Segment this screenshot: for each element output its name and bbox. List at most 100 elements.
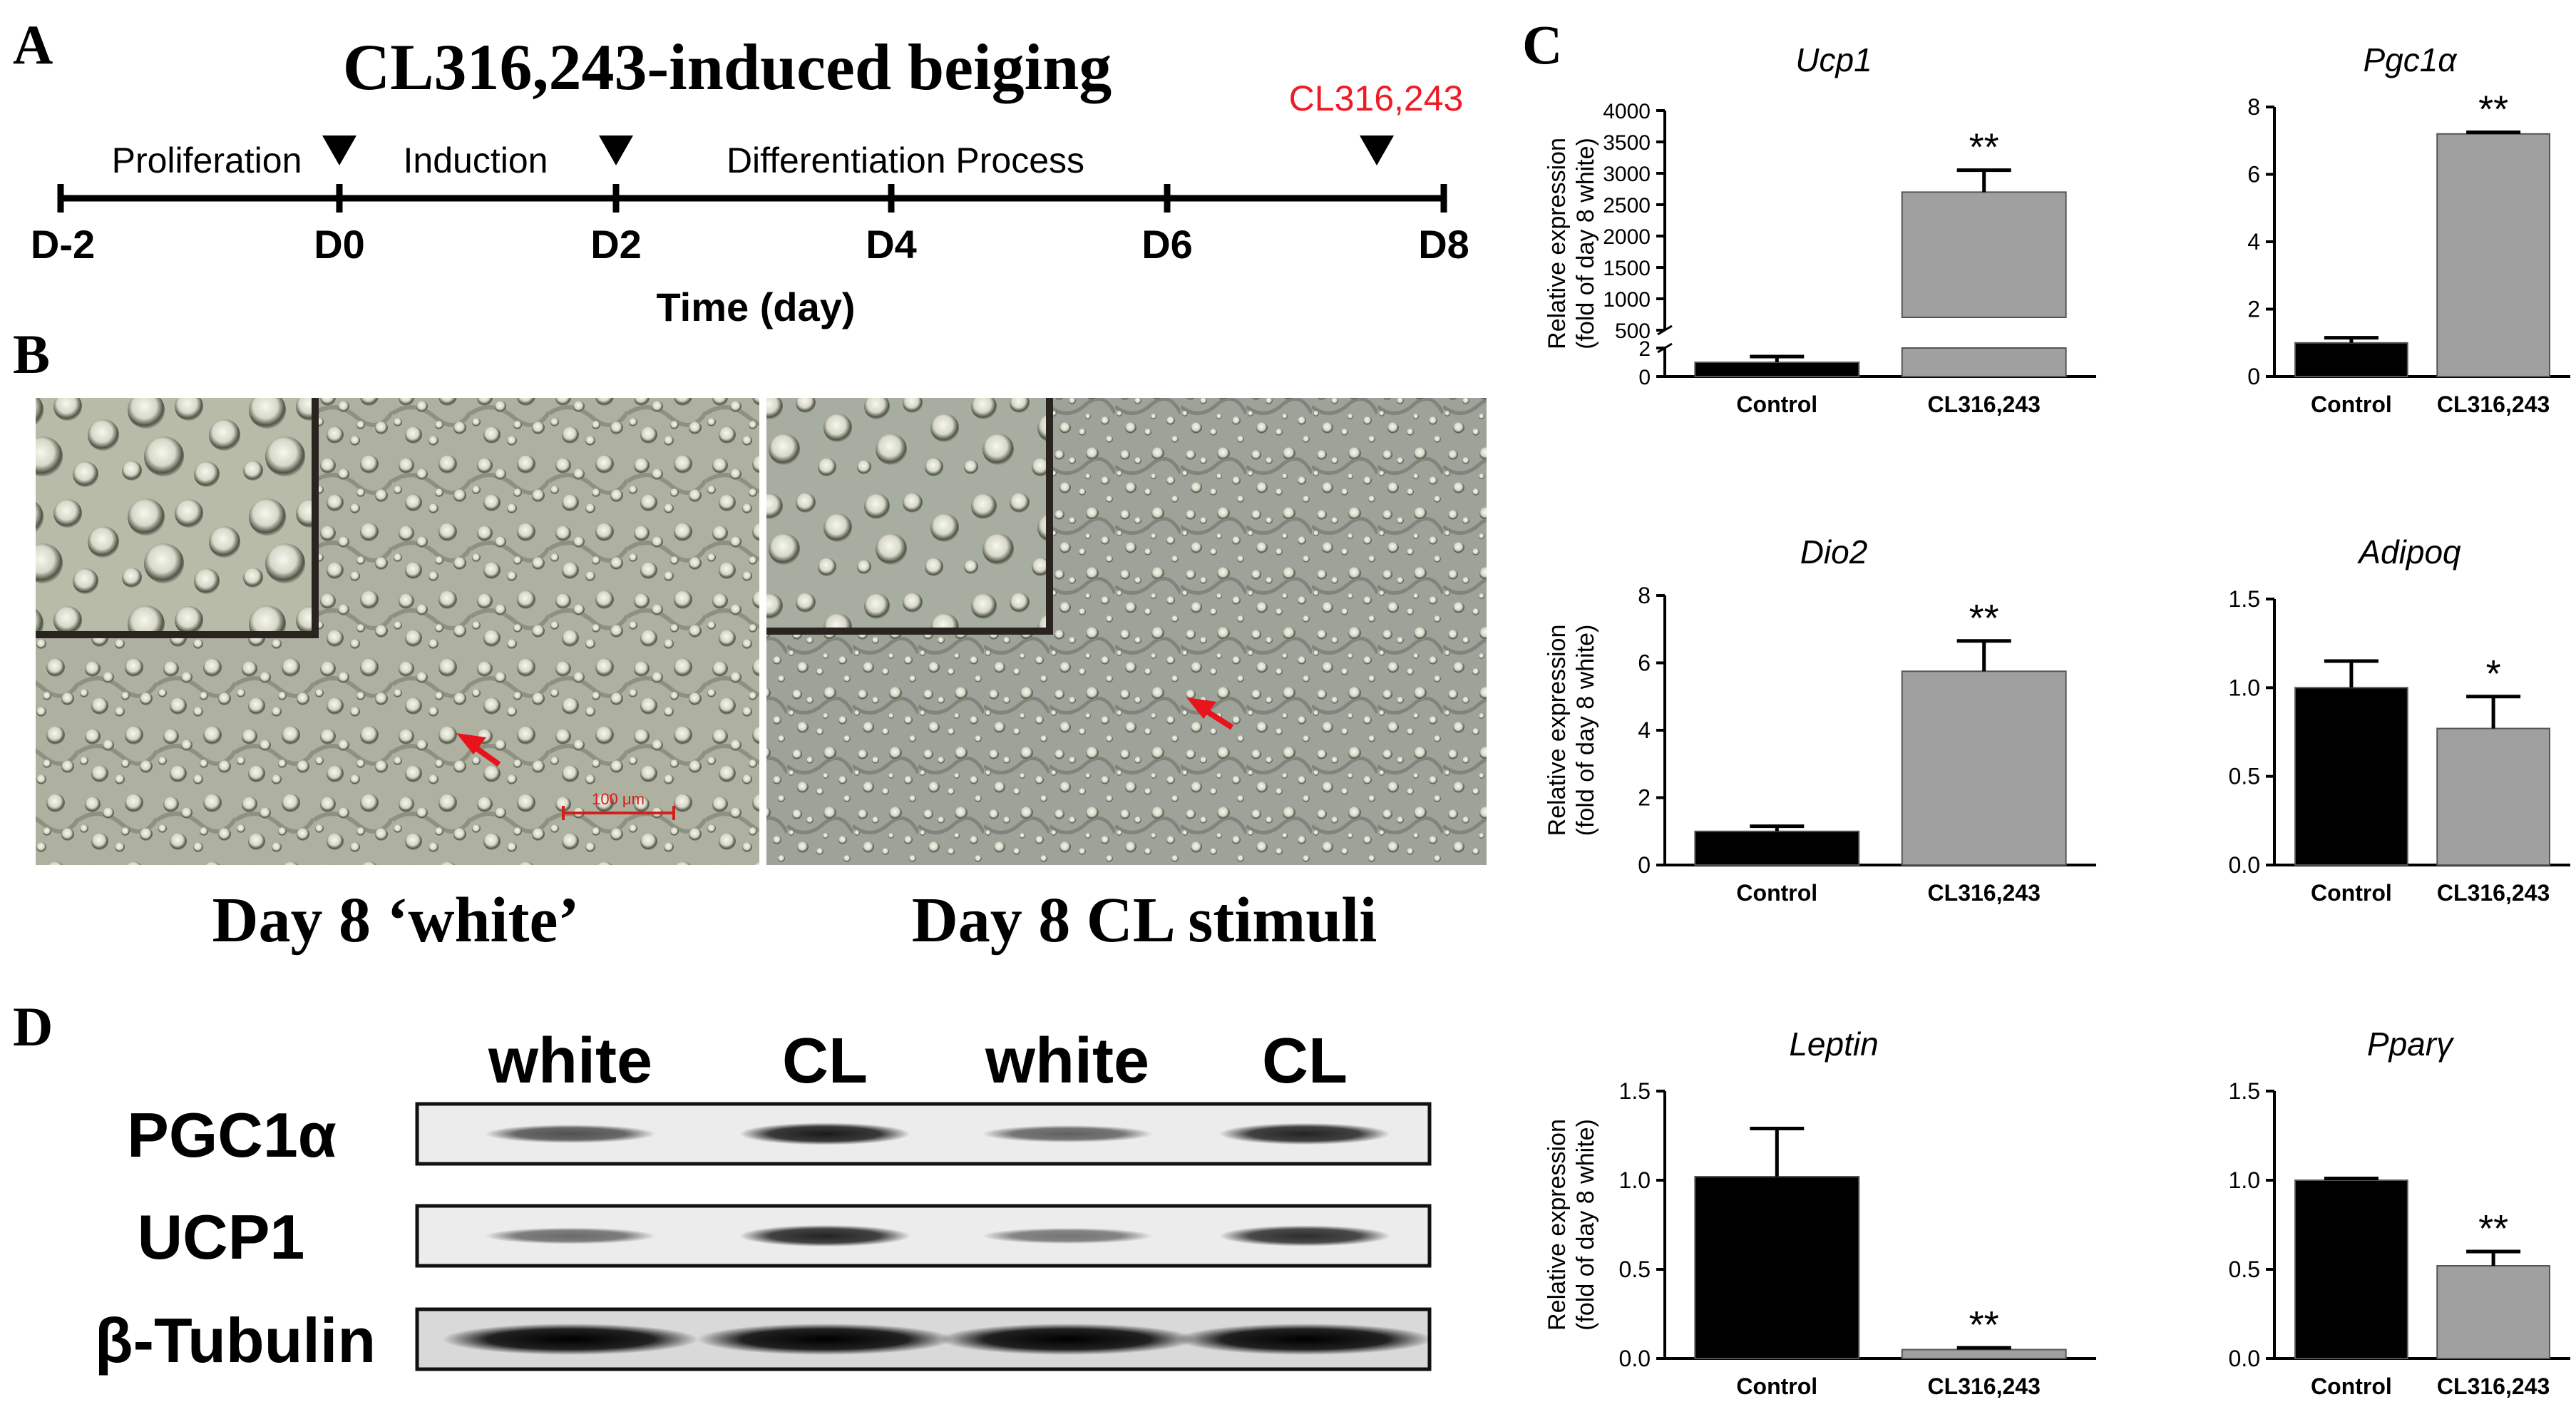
chart-adipoq: Adipoq 0.0 0.5 1.0 1.5 Control * CL316,243: [2229, 533, 2570, 906]
y-tick-label: 3000: [1603, 163, 1651, 186]
chart-title: Adipoq: [2356, 533, 2461, 571]
panel-label-c: C: [1522, 14, 1563, 76]
tick-label: D6: [1141, 222, 1193, 267]
row-label-tubulin: β-Tubulin: [95, 1305, 376, 1376]
bar: [1901, 191, 2067, 318]
micrographs: 100 μm Day 8 ‘white’ Day 8 CL stimuli: [36, 398, 1487, 956]
y-tick-label: 1000: [1603, 288, 1651, 312]
y-tick-label: 0.5: [1619, 1257, 1651, 1282]
lane-label: white: [985, 1025, 1149, 1097]
y-tick-label: 1.0: [2229, 675, 2260, 700]
y-tick-label: 0: [2247, 364, 2260, 389]
y-axis-label: (fold of day 8 white): [1572, 1119, 1599, 1331]
bar: [1694, 830, 1860, 866]
panel-label-b: B: [13, 323, 51, 385]
chart-dio2: Dio2 Relative expression (fold of day 8 wh…: [1544, 533, 2096, 906]
phase-induction: Induction: [404, 140, 548, 180]
blot-band: [939, 1324, 1196, 1355]
x-tick-label: Control: [2311, 1373, 2392, 1399]
blot-band: [485, 1125, 656, 1143]
y-tick-label: 2: [1638, 785, 1651, 811]
y-axis-label: (fold of day 8 white): [1572, 625, 1599, 836]
y-tick-label: 2: [1638, 337, 1651, 361]
blot-band: [739, 1224, 910, 1247]
blot-band: [442, 1324, 699, 1355]
y-tick-label: 8: [1638, 583, 1651, 608]
y-tick-label: 0: [1638, 852, 1651, 878]
y-tick-label: 0.5: [2229, 1257, 2260, 1282]
chart-title: Ucp1: [1795, 41, 1872, 78]
arrow-icon: [456, 733, 501, 767]
bar: [2436, 727, 2550, 866]
x-tick-label: CL316,243: [2437, 392, 2550, 417]
marker-d2-icon: [599, 135, 633, 165]
blot-band: [982, 1227, 1153, 1244]
x-tick-label: CL316,243: [1928, 1373, 2041, 1399]
y-tick-label: 4000: [1603, 100, 1651, 123]
tick-label: D-2: [31, 222, 95, 267]
micrograph-white-inset: [36, 398, 314, 633]
bar: [2436, 133, 2550, 378]
y-tick-label: 2: [2247, 297, 2260, 322]
bar: [2294, 342, 2408, 377]
marker-cl-icon: [1360, 135, 1394, 165]
chart-title: Leptin: [1789, 1025, 1878, 1063]
blot-band: [485, 1227, 656, 1244]
y-tick-label: 500: [1615, 319, 1651, 343]
panel-label-d: D: [13, 996, 53, 1058]
chart-ucp1: Ucp1 Relative expression (fold of day 8 wh…: [1544, 41, 2096, 417]
bar: [2294, 687, 2408, 866]
x-tick-label: Control: [1736, 880, 1817, 906]
y-tick-label: 6: [1638, 650, 1651, 676]
y-tick-label: 6: [2247, 162, 2260, 188]
scale-bar-label: 100 μm: [592, 790, 645, 808]
y-tick-label: 4: [2247, 229, 2260, 255]
lane-label: CL: [782, 1025, 868, 1097]
blot-band: [739, 1122, 910, 1145]
significance-label: **: [1969, 126, 1999, 169]
significance-label: **: [2478, 88, 2508, 131]
tick-label: D0: [314, 222, 365, 267]
significance-label: **: [2478, 1207, 2508, 1250]
y-tick-label: 1.5: [2229, 586, 2260, 612]
x-tick-label: Control: [2311, 392, 2392, 417]
y-tick-label: 1.5: [1619, 1078, 1651, 1104]
bar: [1694, 362, 1860, 377]
y-axis-label: Relative expression: [1544, 1119, 1571, 1331]
y-tick-label: 8: [2247, 94, 2260, 120]
caption-white: Day 8 ‘white’: [212, 885, 580, 956]
blot-band: [1176, 1324, 1433, 1355]
tick-label: D8: [1418, 222, 1469, 267]
chart-title: Dio2: [1800, 533, 1868, 571]
western-blot: white CL white CL PGC1α UCP1 β-Tubulin: [95, 1025, 1433, 1376]
bar: [1694, 1176, 1860, 1359]
y-tick-label: 0: [1638, 366, 1651, 389]
phase-proliferation: Proliferation: [112, 140, 302, 180]
lane-label: CL: [1262, 1025, 1348, 1097]
y-tick-label: 0.0: [2229, 1346, 2260, 1371]
timeline-ticks: [57, 184, 1447, 213]
y-tick-label: 3500: [1603, 131, 1651, 155]
x-tick-label: Control: [1736, 1373, 1817, 1399]
phase-differentiation: Differentiation Process: [727, 140, 1084, 180]
chart-leptin: Leptin Relative expression (fold of day 8 …: [1544, 1025, 2096, 1399]
x-tick-label: CL316,243: [1928, 880, 2041, 906]
y-axis-label: Relative expression: [1544, 625, 1571, 836]
y-tick-label: 0.0: [1619, 1346, 1651, 1371]
y-axis-label: Relative expression: [1544, 138, 1571, 349]
x-tick-label: CL316,243: [2437, 880, 2550, 906]
x-tick-label: Control: [2311, 880, 2392, 906]
significance-label: *: [2486, 653, 2501, 695]
blot-band: [1219, 1225, 1390, 1247]
blot-band: [982, 1125, 1153, 1143]
y-tick-label: 2000: [1603, 225, 1651, 249]
tick-label: D2: [590, 222, 642, 267]
chart-ppar: Pparγ 0.0 0.5 1.0 1.5 Control ** CL316,243: [2229, 1025, 2570, 1399]
bar: [1901, 670, 2067, 866]
bar: [1901, 1349, 2067, 1359]
row-label-ucp1: UCP1: [138, 1202, 305, 1272]
y-tick-label: 1.5: [2229, 1078, 2260, 1104]
y-tick-label: 2500: [1603, 194, 1651, 218]
arrow-icon: [1186, 697, 1234, 730]
